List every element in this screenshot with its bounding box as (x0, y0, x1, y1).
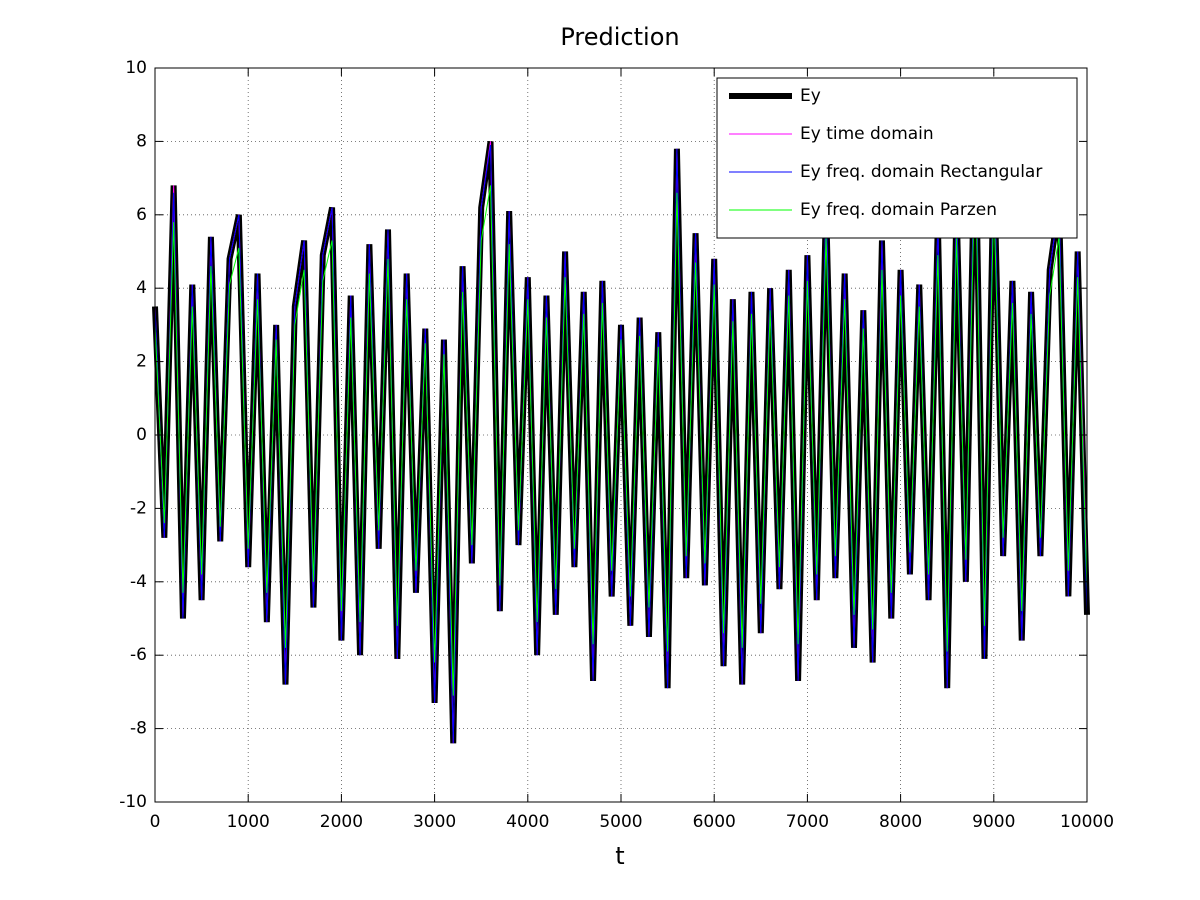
chart-title: Prediction (560, 23, 679, 51)
legend-label: Ey time domain (800, 124, 934, 144)
y-tick-label: -6 (130, 645, 147, 665)
x-tick-label: 8000 (879, 812, 922, 832)
legend: Ey Ey time domain Ey freq. domain Rectangu… (716, 77, 1078, 239)
x-tick-label: 5000 (599, 812, 642, 832)
x-tick-label: 6000 (693, 812, 736, 832)
x-tick-label: 3000 (413, 812, 456, 832)
y-tick-label: -2 (130, 498, 147, 518)
y-tick-label: -8 (130, 719, 147, 739)
x-tick-label: 0 (150, 812, 161, 832)
y-tick-label: -10 (119, 792, 147, 812)
y-tick-label: 8 (136, 131, 147, 151)
legend-label: Ey freq. domain Parzen (800, 200, 997, 220)
y-tick-label: 0 (136, 425, 147, 445)
x-tick-label: 4000 (506, 812, 549, 832)
x-tick-label: 10000 (1060, 812, 1114, 832)
x-axis-label: t (615, 842, 624, 870)
series-line (154, 159, 1088, 696)
legend-label: Ey freq. domain Rectangular (800, 162, 1042, 182)
y-tick-label: 2 (136, 352, 147, 372)
x-tick-label: 2000 (320, 812, 363, 832)
y-tick-label: 6 (136, 205, 147, 225)
y-tick-label: -4 (130, 572, 147, 592)
y-tick-label: 10 (125, 58, 147, 78)
y-tick-label: 4 (136, 278, 147, 298)
x-tick-label: 1000 (227, 812, 270, 832)
x-tick-label: 9000 (972, 812, 1015, 832)
x-tick-label: 7000 (786, 812, 829, 832)
ticks: 0 1000 2000 3000 4000 5000 6000 7000 8000 9000 100… (119, 58, 1114, 832)
legend-box (716, 77, 1078, 239)
legend-label: Ey (800, 86, 821, 106)
plot-area (152, 111, 1090, 744)
